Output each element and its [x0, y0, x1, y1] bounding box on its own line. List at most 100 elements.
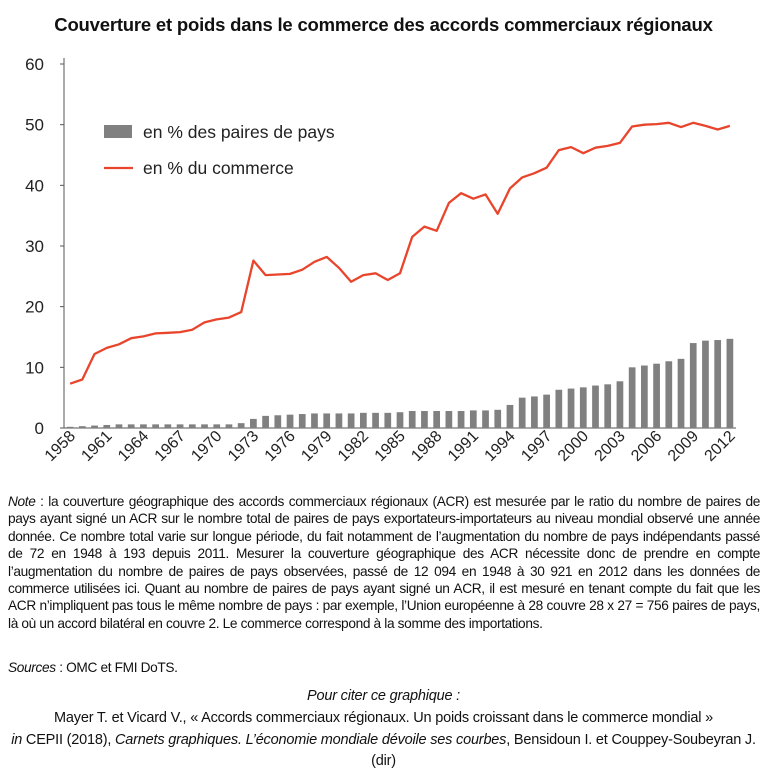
bar: [78, 426, 86, 428]
bar: [103, 424, 111, 428]
y-tick-label: 50: [25, 116, 44, 135]
bar: [543, 394, 550, 428]
bar: [702, 340, 709, 428]
citation-publisher: CEPII (2018),: [22, 732, 115, 748]
x-tick-label: 1988: [408, 428, 445, 465]
bar: [531, 396, 538, 428]
bar: [641, 365, 648, 428]
bar: [347, 413, 355, 428]
bar: [421, 411, 428, 428]
x-tick-label: 1970: [188, 428, 225, 465]
y-tick-label: 60: [25, 55, 44, 74]
bar: [127, 424, 135, 428]
bar: [714, 340, 722, 428]
x-tick-label: 1958: [42, 428, 79, 465]
y-tick-label: 0: [35, 419, 44, 438]
citation-book: Carnets graphiques. L’économie mondiale …: [115, 732, 507, 748]
x-tick-label: 1973: [225, 428, 262, 465]
bar: [201, 424, 208, 428]
bar: [66, 426, 74, 428]
y-tick-label: 30: [25, 237, 44, 256]
x-tick-label: 1979: [298, 428, 335, 465]
x-tick-label: 2009: [665, 428, 702, 465]
bar: [164, 424, 172, 428]
bar: [494, 409, 502, 428]
bar: [152, 424, 159, 428]
citation-editors: , Bensidoun I. et Couppey-Soubeyran J. (…: [371, 732, 756, 769]
bar: [311, 413, 318, 428]
x-tick-label: 1964: [115, 428, 152, 465]
citation-line-1: Mayer T. et Vicard V., « Accords commerc…: [54, 710, 713, 726]
bar: [726, 338, 734, 428]
x-tick-label: 2000: [555, 428, 592, 465]
bar: [176, 424, 184, 428]
x-tick-label: 1967: [152, 428, 189, 465]
x-tick-label: 1994: [482, 428, 519, 465]
bar: [396, 412, 404, 428]
bar: [482, 410, 489, 428]
x-tick-label: 1991: [445, 428, 482, 465]
chart-title: Couverture et poids dans le commerce des…: [54, 14, 713, 35]
citation-in: in: [11, 732, 23, 748]
bar: [213, 424, 221, 428]
bar: [518, 397, 526, 428]
bar: [604, 384, 612, 428]
bar: [653, 363, 660, 428]
bar: [359, 412, 367, 428]
bar: [506, 404, 514, 428]
bar: [677, 358, 685, 428]
y-tick-label: 20: [25, 298, 44, 317]
note-label: Note: [8, 494, 36, 509]
bar: [579, 387, 587, 428]
bar: [592, 385, 599, 428]
bar: [567, 388, 575, 428]
bar: [115, 424, 123, 428]
bar: [262, 415, 269, 428]
bar: [372, 412, 379, 428]
bar: [445, 411, 453, 428]
trade-share-line: [69, 121, 731, 385]
bar: [298, 414, 306, 428]
legend-bar-label: en % des paires de pays: [143, 122, 335, 142]
legend-line-label: en % du commerce: [143, 158, 294, 178]
bar: [225, 424, 233, 428]
bar: [274, 415, 282, 428]
bar: [335, 413, 343, 428]
note-text: : la couverture géographique des accords…: [8, 494, 760, 631]
bar: [91, 425, 98, 428]
bar: [555, 389, 563, 428]
y-tick-label: 40: [25, 176, 44, 195]
bar: [286, 414, 294, 428]
x-tick-label: 1961: [78, 428, 115, 465]
note: Note : la couverture géographique des ac…: [8, 493, 760, 632]
bar: [188, 424, 196, 428]
x-tick-label: 2006: [628, 428, 665, 465]
bar: [469, 410, 477, 428]
sources-text: : OMC et FMI DoTS.: [55, 660, 178, 675]
bar: [616, 381, 624, 428]
x-tick-label: 2003: [592, 428, 629, 465]
bar: [408, 411, 416, 428]
y-tick-label: 10: [25, 358, 44, 377]
bar: [250, 418, 257, 428]
bar: [140, 424, 147, 428]
x-tick-label: 1997: [518, 428, 555, 465]
x-tick-label: 1982: [335, 428, 372, 465]
bar: [665, 361, 673, 428]
legend-bar-swatch: [104, 125, 132, 138]
bar: [457, 411, 465, 428]
x-tick-label: 1976: [262, 428, 299, 465]
bar: [628, 367, 636, 428]
citation-line-2: in CEPII (2018), Carnets graphiques. L’é…: [0, 730, 767, 772]
bar: [689, 343, 697, 428]
citation-heading: Pour citer ce graphique :: [307, 688, 460, 704]
bar: [323, 413, 331, 428]
sources-label: Sources: [8, 660, 56, 675]
sources: Sources : OMC et FMI DoTS.: [8, 659, 760, 676]
bar: [237, 423, 245, 428]
x-tick-label: 2012: [702, 428, 739, 465]
bar: [384, 412, 392, 428]
bar: [433, 411, 441, 428]
x-tick-label: 1985: [372, 428, 409, 465]
